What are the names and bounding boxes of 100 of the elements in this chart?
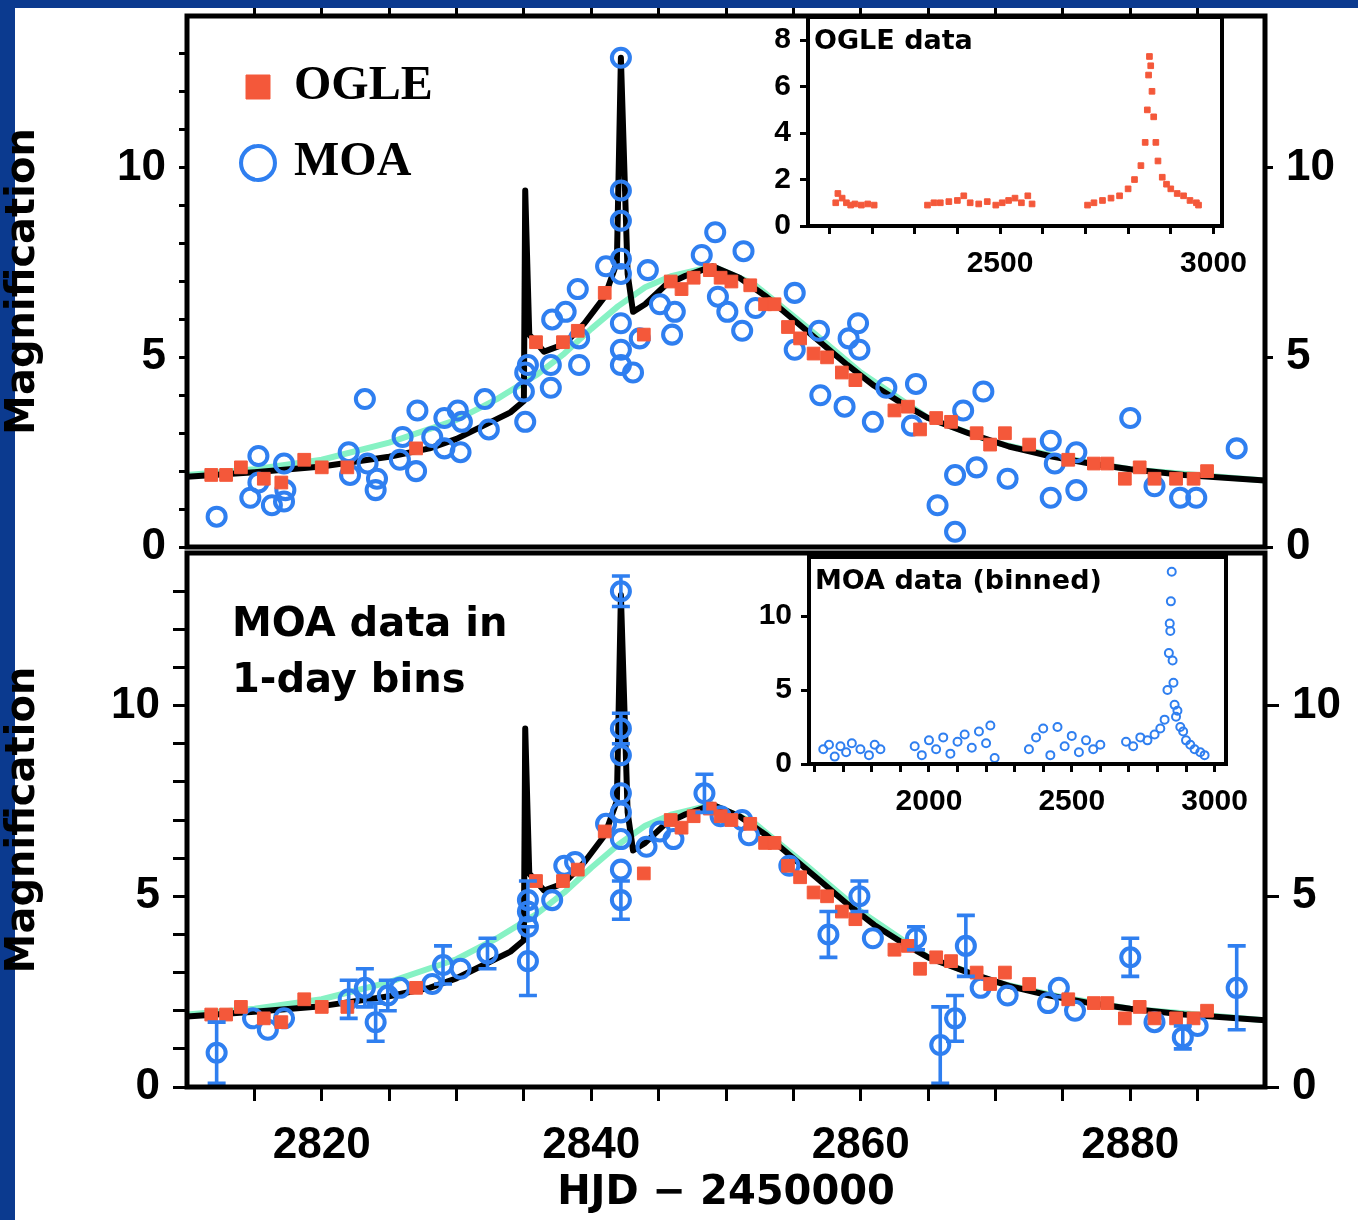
point [1037, 992, 1060, 1015]
point [609, 828, 632, 851]
point [1199, 750, 1210, 761]
point [863, 750, 874, 761]
point [364, 1011, 387, 1034]
point [1124, 185, 1132, 193]
point [1131, 176, 1138, 183]
point [855, 744, 866, 755]
point [1088, 744, 1099, 755]
point [923, 735, 934, 746]
point [609, 801, 632, 824]
point [973, 726, 984, 737]
y-axis-title: Magnification [0, 666, 44, 974]
point [954, 934, 977, 957]
point [981, 738, 992, 749]
point [1095, 739, 1106, 750]
point [835, 741, 846, 752]
point [1164, 618, 1175, 629]
point [1011, 194, 1019, 202]
point [1031, 732, 1042, 743]
point [929, 411, 944, 425]
x-tick-label: 2860 [811, 1117, 910, 1167]
point [556, 335, 570, 350]
point [737, 824, 760, 847]
point [975, 200, 983, 208]
point [1081, 735, 1092, 746]
point [595, 812, 618, 835]
point [204, 1007, 219, 1022]
point [1128, 741, 1139, 752]
y2-tick-label: 10 [1286, 139, 1335, 189]
y-tick-label: 4 [774, 114, 792, 148]
y-tick-label: 6 [774, 67, 791, 101]
point [1023, 744, 1034, 755]
point [835, 365, 849, 380]
point [297, 992, 312, 1007]
point [1169, 471, 1183, 486]
y-tick-label: 0 [141, 519, 166, 569]
point [1167, 655, 1178, 666]
point [1168, 677, 1179, 688]
point [449, 957, 472, 980]
point [983, 198, 991, 205]
x-tick-label: 3000 [1181, 783, 1248, 817]
point [1052, 722, 1063, 733]
point [1143, 106, 1151, 114]
point [409, 441, 423, 456]
point [1061, 452, 1076, 467]
y2-tick-label: 5 [1292, 868, 1317, 918]
point [1107, 194, 1115, 202]
x-tick-label: 2840 [542, 1117, 641, 1167]
point [702, 263, 717, 277]
point [1185, 739, 1196, 750]
y-tick-label: 10 [111, 677, 160, 727]
annotation: MOA data (binned) [815, 563, 1102, 595]
point [841, 747, 852, 758]
point [516, 889, 539, 912]
point [516, 950, 539, 973]
point [1063, 999, 1087, 1022]
point [985, 720, 996, 731]
point [1118, 1011, 1132, 1026]
point [1159, 714, 1170, 725]
point [1100, 456, 1115, 471]
annotation: OGLE data [814, 23, 973, 55]
point [848, 912, 863, 927]
y-axis-title: Magnification [0, 128, 44, 435]
point [1147, 471, 1162, 486]
point [944, 414, 958, 429]
point [1132, 460, 1147, 475]
point [388, 976, 411, 999]
point [901, 399, 915, 414]
point [767, 836, 782, 850]
point [793, 331, 807, 346]
y-tick-label: 5 [141, 329, 166, 379]
legend-label: MOA [294, 132, 412, 186]
point [1145, 71, 1152, 79]
point [1142, 735, 1153, 746]
point [1118, 471, 1132, 486]
point [570, 862, 585, 877]
point [564, 850, 587, 874]
point [848, 373, 863, 387]
point [205, 1041, 228, 1064]
y-tick-label: 2 [774, 160, 791, 194]
point [553, 854, 576, 877]
point [1137, 162, 1145, 169]
point [1099, 197, 1106, 204]
point [1162, 685, 1173, 696]
point [1155, 723, 1166, 734]
point [998, 426, 1012, 441]
point [1225, 976, 1248, 999]
point [609, 717, 632, 740]
point [1116, 192, 1123, 200]
x-tick-label: 2880 [1081, 1117, 1180, 1167]
point [930, 199, 938, 207]
point [806, 346, 821, 361]
point [516, 915, 539, 938]
x-tick-label: 2000 [895, 783, 963, 817]
point [570, 323, 585, 338]
point [806, 885, 821, 900]
point [1165, 625, 1176, 636]
point [376, 984, 399, 1007]
y-tick-label: 10 [758, 597, 792, 631]
